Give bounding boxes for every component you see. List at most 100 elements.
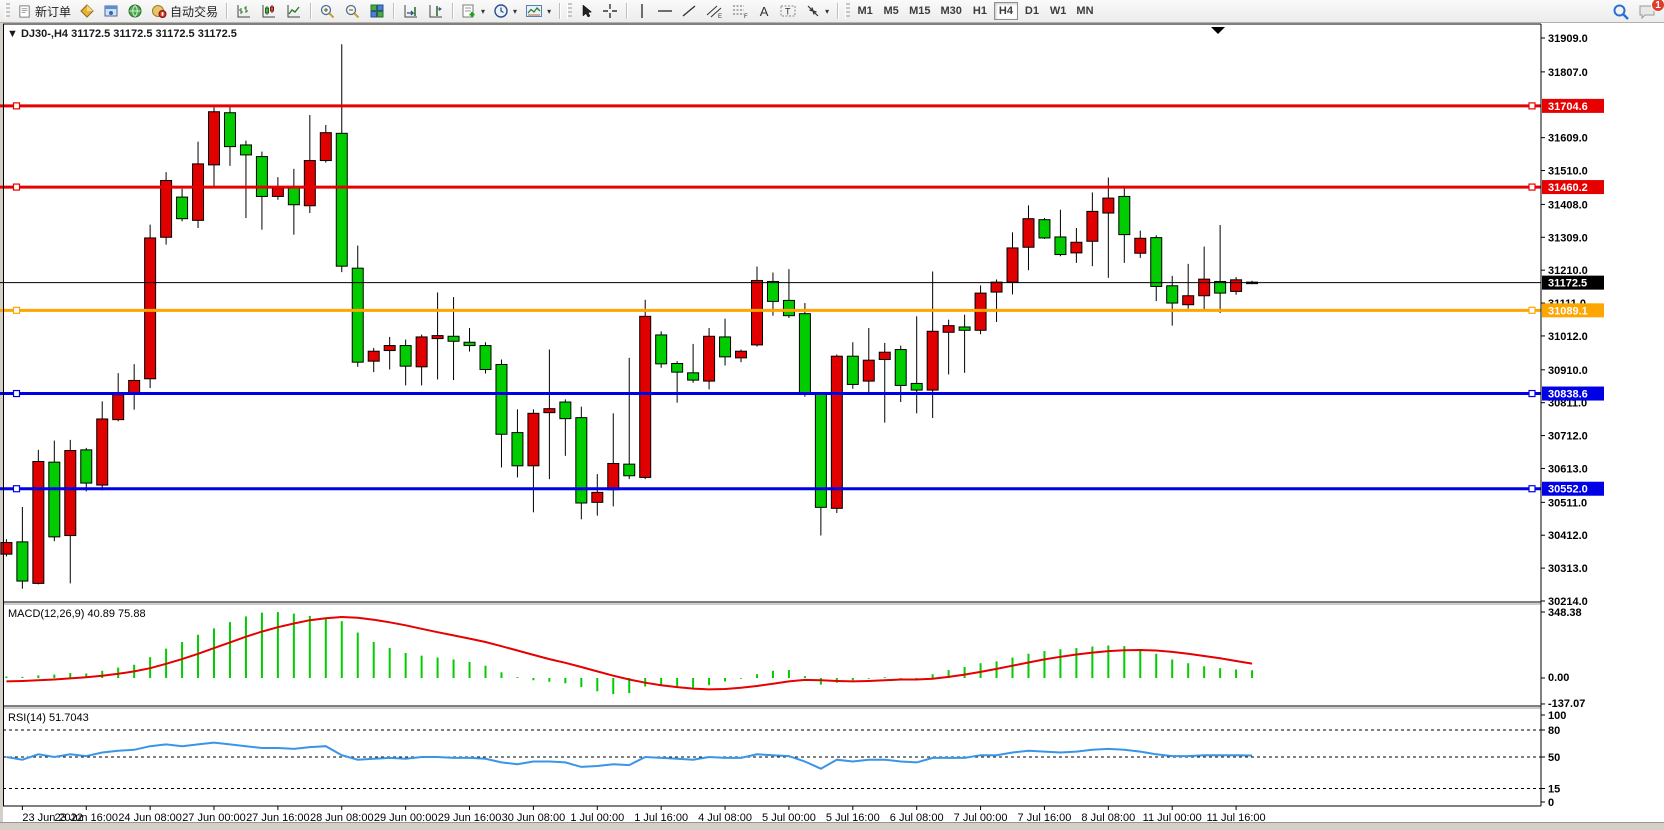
horizontal-level-line[interactable]: [0, 389, 1541, 398]
candle[interactable]: [862, 327, 875, 395]
timeframe-H1[interactable]: H1: [972, 5, 987, 17]
toolbar-grip[interactable]: [845, 3, 851, 19]
candle[interactable]: [1230, 277, 1243, 295]
fibonacci-button[interactable]: F: [727, 1, 753, 21]
shapes-button[interactable]: ▾: [801, 1, 833, 21]
line-handle[interactable]: [1528, 306, 1536, 314]
candle[interactable]: [655, 331, 668, 368]
candle[interactable]: [511, 409, 524, 478]
candle[interactable]: [687, 343, 700, 383]
candle[interactable]: [319, 125, 332, 163]
candle[interactable]: [623, 357, 636, 480]
candle[interactable]: [543, 349, 556, 480]
chart-title[interactable]: ▼ DJ30-,H4 31172.5 31172.5 31172.5 31172…: [7, 28, 237, 40]
line-handle[interactable]: [1528, 389, 1536, 398]
candle[interactable]: [878, 342, 891, 423]
candle[interactable]: [1038, 218, 1051, 239]
periods-button[interactable]: ▾: [489, 1, 521, 21]
line-handle[interactable]: [1528, 183, 1536, 191]
horizontal-level-line[interactable]: [0, 306, 1541, 314]
horizontal-level-line[interactable]: [0, 102, 1541, 110]
crosshair-button[interactable]: [598, 1, 622, 21]
auto-scroll-button[interactable]: [398, 1, 423, 21]
candle[interactable]: [144, 224, 157, 389]
candle[interactable]: [1166, 275, 1179, 326]
candle[interactable]: [399, 339, 412, 386]
timeframe-M1[interactable]: M1: [857, 5, 873, 17]
new-chart-button[interactable]: [99, 1, 123, 21]
horizontal-level-line[interactable]: [0, 485, 1541, 493]
candle[interactable]: [527, 409, 540, 513]
zoom-in-button[interactable]: [315, 1, 340, 21]
candle[interactable]: [415, 334, 428, 386]
candle[interactable]: [64, 439, 77, 584]
candle[interactable]: [766, 272, 779, 316]
timeframe-MN[interactable]: MN: [1076, 5, 1094, 17]
candle[interactable]: [1118, 185, 1131, 263]
timeframe-W1[interactable]: W1: [1049, 5, 1067, 17]
candle[interactable]: [798, 303, 811, 397]
line-handle[interactable]: [12, 102, 21, 110]
auto-trading-button[interactable]: 自动交易: [147, 1, 222, 21]
candlestick-button[interactable]: [256, 1, 281, 21]
candle[interactable]: [575, 406, 588, 520]
candle[interactable]: [735, 349, 748, 363]
candle[interactable]: [671, 361, 684, 403]
candle[interactable]: [208, 107, 221, 189]
timeframe-M30[interactable]: M30: [940, 5, 962, 17]
candle[interactable]: [1150, 235, 1163, 302]
rsi-pane[interactable]: RSI(14) 51.7043 100 80 50 150: [3, 710, 1566, 809]
candle[interactable]: [1134, 230, 1147, 258]
candle[interactable]: [750, 266, 763, 347]
candle[interactable]: [383, 336, 396, 370]
channel-button[interactable]: E: [701, 1, 727, 21]
search-icon[interactable]: [1612, 3, 1630, 21]
toolbar-grip[interactable]: [567, 3, 573, 19]
bar-chart-button[interactable]: [231, 1, 256, 21]
candle[interactable]: [32, 449, 45, 585]
candle[interactable]: [335, 44, 348, 273]
trendline-button[interactable]: [677, 1, 701, 21]
candle[interactable]: [0, 539, 13, 557]
candle[interactable]: [719, 318, 732, 366]
candle[interactable]: [160, 172, 173, 245]
timeframe-D1[interactable]: D1: [1024, 5, 1039, 17]
candle[interactable]: [479, 342, 492, 374]
price-axis[interactable]: 31909.0 31807.0 31609.0 31510.0 31408.0 31309…: [1541, 33, 1604, 608]
candle[interactable]: [910, 316, 923, 414]
candle[interactable]: [1214, 224, 1227, 314]
candle[interactable]: [431, 292, 444, 380]
cursor-button[interactable]: [575, 1, 598, 21]
candle[interactable]: [255, 151, 268, 230]
timeframe-M15[interactable]: M15: [909, 5, 931, 17]
notifications-button[interactable]: 1: [1638, 0, 1664, 21]
timeframe-M5[interactable]: M5: [883, 5, 899, 17]
candle[interactable]: [495, 359, 508, 468]
line-handle[interactable]: [12, 306, 21, 314]
text-button[interactable]: A: [753, 1, 775, 21]
line-handle[interactable]: [12, 389, 21, 398]
tile-windows-button[interactable]: [365, 1, 389, 21]
candle[interactable]: [559, 399, 572, 456]
toolbar-grip[interactable]: [5, 3, 10, 19]
market-watch-button[interactable]: [75, 1, 99, 21]
new-order-button[interactable]: 新订单: [13, 1, 75, 21]
price-pane[interactable]: ▼ DJ30-,H4 31172.5 31172.5 31172.5 31172…: [0, 27, 1541, 589]
candle[interactable]: [1102, 177, 1115, 278]
candle[interactable]: [1070, 227, 1083, 263]
candle[interactable]: [303, 115, 316, 214]
candle[interactable]: [367, 347, 380, 373]
line-handle[interactable]: [12, 485, 21, 493]
horizontal-line-button[interactable]: [653, 1, 677, 21]
templates-button[interactable]: ▾: [521, 1, 555, 21]
candle[interactable]: [846, 342, 859, 389]
candle[interactable]: [591, 474, 604, 516]
candle[interactable]: [223, 107, 236, 166]
candle[interactable]: [96, 401, 109, 491]
candle[interactable]: [1198, 246, 1211, 312]
main-chart[interactable]: ▼ DJ30-,H4 31172.5 31172.5 31172.5 31172…: [0, 23, 1664, 824]
candle[interactable]: [1022, 205, 1035, 271]
candle[interactable]: [942, 319, 955, 375]
candle[interactable]: [80, 447, 93, 492]
chart-shift-button[interactable]: [423, 1, 448, 21]
